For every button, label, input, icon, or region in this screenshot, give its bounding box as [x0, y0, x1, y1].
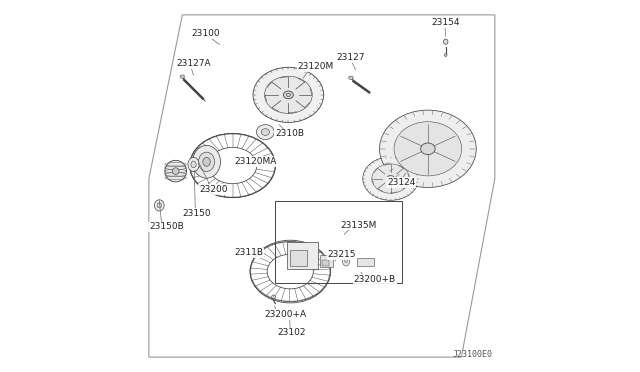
Ellipse shape [286, 93, 291, 96]
Ellipse shape [342, 255, 349, 266]
Text: 23120MA: 23120MA [234, 157, 277, 166]
Text: 23135M: 23135M [340, 221, 377, 230]
Text: 23154: 23154 [431, 18, 460, 27]
Ellipse shape [349, 76, 353, 80]
Ellipse shape [172, 168, 179, 174]
Text: 23215: 23215 [328, 250, 356, 259]
Ellipse shape [271, 295, 275, 299]
Text: 23127: 23127 [337, 53, 365, 62]
Ellipse shape [203, 157, 211, 166]
Ellipse shape [264, 76, 312, 113]
Text: 2311B: 2311B [234, 248, 264, 257]
Ellipse shape [387, 176, 395, 182]
Text: 23120M: 23120M [298, 62, 334, 71]
Text: 23200+A: 23200+A [264, 310, 307, 319]
Ellipse shape [191, 161, 196, 168]
Ellipse shape [372, 164, 410, 193]
Bar [291, 250, 307, 266]
Ellipse shape [198, 152, 214, 171]
Ellipse shape [157, 203, 161, 208]
Ellipse shape [193, 145, 221, 178]
Ellipse shape [363, 157, 419, 200]
Text: 23127A: 23127A [177, 59, 211, 68]
Ellipse shape [389, 177, 392, 180]
Ellipse shape [261, 129, 269, 135]
Text: 23150B: 23150B [149, 222, 184, 231]
Ellipse shape [380, 110, 476, 187]
Ellipse shape [444, 39, 448, 44]
Text: 23100: 23100 [191, 29, 220, 38]
Ellipse shape [188, 157, 199, 171]
Text: J23100E0: J23100E0 [453, 350, 493, 359]
Text: 2310B: 2310B [275, 129, 305, 138]
Ellipse shape [253, 67, 324, 122]
Text: 23150: 23150 [182, 209, 211, 218]
Ellipse shape [284, 91, 293, 99]
Ellipse shape [444, 54, 447, 57]
Ellipse shape [257, 125, 275, 140]
Bar [357, 258, 374, 266]
Text: 23200+B: 23200+B [353, 275, 396, 283]
Ellipse shape [180, 75, 184, 78]
Ellipse shape [394, 122, 461, 176]
Ellipse shape [344, 258, 348, 263]
Bar [287, 242, 318, 269]
Text: 23124: 23124 [387, 178, 415, 187]
Ellipse shape [420, 143, 435, 155]
Ellipse shape [165, 160, 186, 182]
Text: 23200: 23200 [199, 185, 228, 194]
Text: 23102: 23102 [277, 328, 306, 337]
Bar [322, 260, 328, 266]
Bar [320, 255, 333, 267]
Ellipse shape [154, 200, 164, 211]
